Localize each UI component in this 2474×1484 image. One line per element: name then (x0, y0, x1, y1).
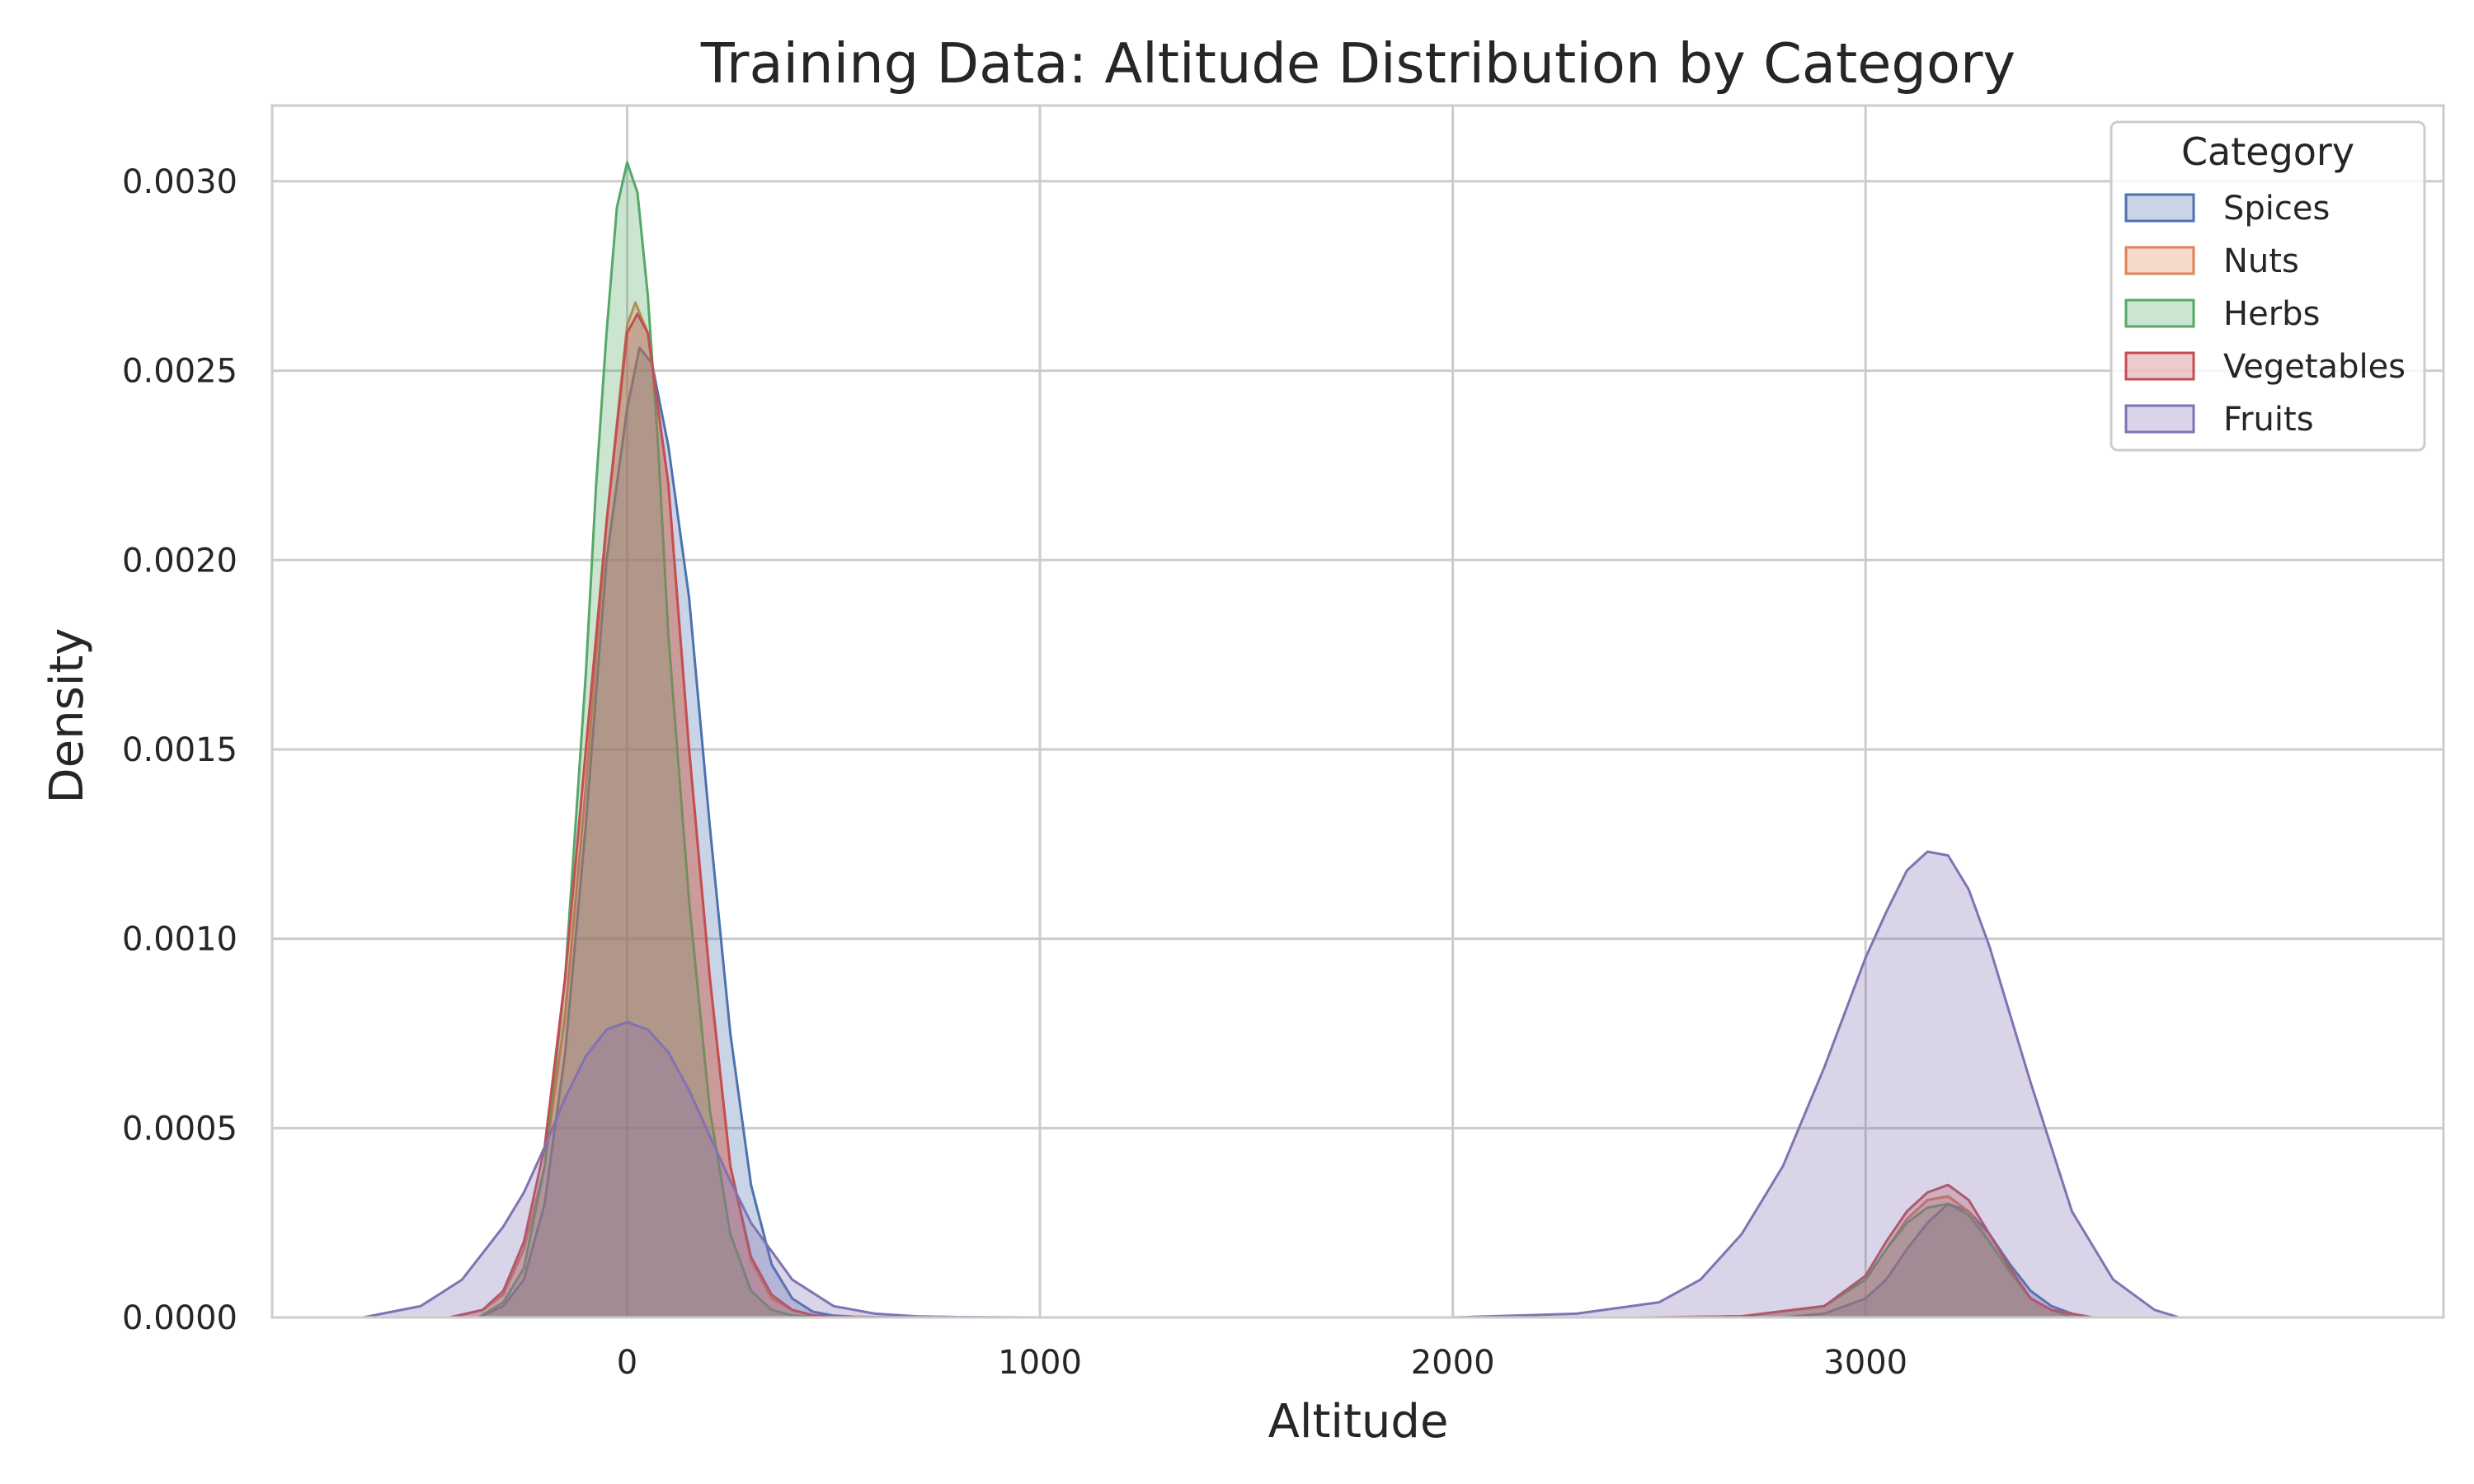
legend-swatch-fruits (2124, 404, 2195, 434)
x-axis-label: Altitude (1268, 1395, 1449, 1449)
y-tick-label: 0.0005 (122, 1110, 238, 1148)
area-fill-vegetables (449, 313, 2093, 1318)
area-fill-fruits (363, 852, 2180, 1317)
y-axis-ticks: 0.0000 0.0005 0.0010 0.0015 0.0020 0.0025 0.00… (122, 163, 238, 1337)
plot-frame (270, 104, 2445, 1319)
y-tick-label: 0.0010 (122, 921, 238, 959)
area-fill-herbs (478, 162, 2072, 1317)
x-axis-ticks: 0 1000 2000 3000 (617, 1344, 1907, 1382)
y-tick-label: 0.0030 (122, 163, 238, 201)
density-line-vegetables (449, 312, 2093, 1319)
legend-label-vegetables: Vegetables (2223, 348, 2406, 386)
x-tick-label: 0 (617, 1344, 637, 1382)
chart-title: Training Data: Altitude Distribution by … (700, 31, 2015, 96)
density-areas (362, 161, 2180, 1319)
legend-box (2109, 120, 2426, 452)
legend-items: Spices Nuts Herbs Vegetables Fruits (2124, 190, 2406, 439)
y-tick-label: 0.0000 (122, 1299, 238, 1337)
y-axis-label: Density (40, 628, 94, 804)
x-tick-label: 3000 (1823, 1344, 1907, 1382)
y-tick-label: 0.0015 (122, 731, 238, 769)
legend-label-herbs: Herbs (2223, 295, 2320, 333)
grid (272, 106, 2443, 1319)
legend: Category Spices Nuts Herbs Vegetables Fruits (2109, 120, 2426, 452)
x-tick-label: 2000 (1411, 1344, 1495, 1382)
density-line-herbs (477, 161, 2073, 1319)
legend-swatch-nuts (2124, 246, 2195, 275)
legend-label-spices: Spices (2223, 190, 2330, 228)
y-tick-label: 0.0020 (122, 542, 238, 580)
area-fill-spices (478, 348, 2081, 1317)
legend-swatch-herbs (2124, 298, 2195, 328)
legend-title: Category (2181, 129, 2354, 174)
legend-label-nuts: Nuts (2223, 242, 2299, 280)
legend-label-fruits: Fruits (2223, 401, 2314, 439)
x-tick-label: 1000 (998, 1344, 1082, 1382)
y-tick-label: 0.0025 (122, 353, 238, 391)
legend-swatch-spices (2124, 193, 2195, 223)
legend-swatch-vegetables (2124, 351, 2195, 381)
